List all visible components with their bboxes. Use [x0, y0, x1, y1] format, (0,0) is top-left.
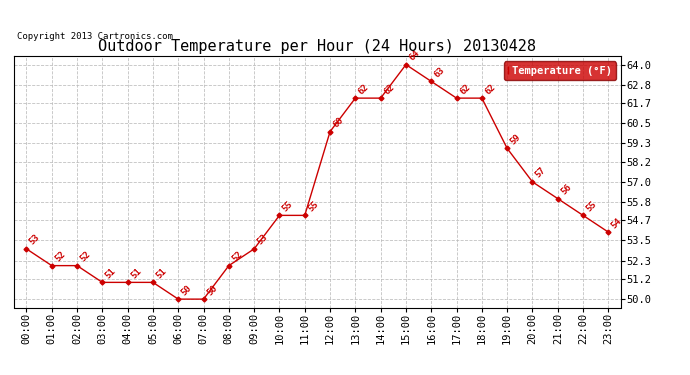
Text: 54: 54 [610, 216, 624, 230]
Text: 52: 52 [79, 249, 92, 264]
Text: 56: 56 [559, 183, 573, 196]
Title: Outdoor Temperature per Hour (24 Hours) 20130428: Outdoor Temperature per Hour (24 Hours) … [99, 39, 536, 54]
Text: 53: 53 [255, 233, 270, 247]
Text: 62: 62 [458, 82, 472, 96]
Text: 57: 57 [534, 166, 548, 180]
Text: 52: 52 [53, 249, 67, 264]
Text: 51: 51 [155, 266, 168, 280]
Text: 53: 53 [28, 233, 42, 247]
Text: 55: 55 [306, 199, 320, 213]
Text: 59: 59 [509, 132, 522, 146]
Text: 62: 62 [483, 82, 497, 96]
Text: 50: 50 [205, 283, 219, 297]
Text: 55: 55 [584, 199, 598, 213]
Text: 51: 51 [104, 266, 118, 280]
Text: 55: 55 [281, 199, 295, 213]
Text: 60: 60 [331, 116, 346, 129]
Text: Copyright 2013 Cartronics.com: Copyright 2013 Cartronics.com [17, 32, 173, 41]
Text: 64: 64 [407, 48, 422, 63]
Legend: Temperature (°F): Temperature (°F) [504, 62, 615, 80]
Text: 63: 63 [433, 65, 446, 79]
Text: 52: 52 [230, 249, 244, 264]
Text: 62: 62 [357, 82, 371, 96]
Text: 50: 50 [179, 283, 194, 297]
Text: 62: 62 [382, 82, 396, 96]
Text: 51: 51 [129, 266, 143, 280]
